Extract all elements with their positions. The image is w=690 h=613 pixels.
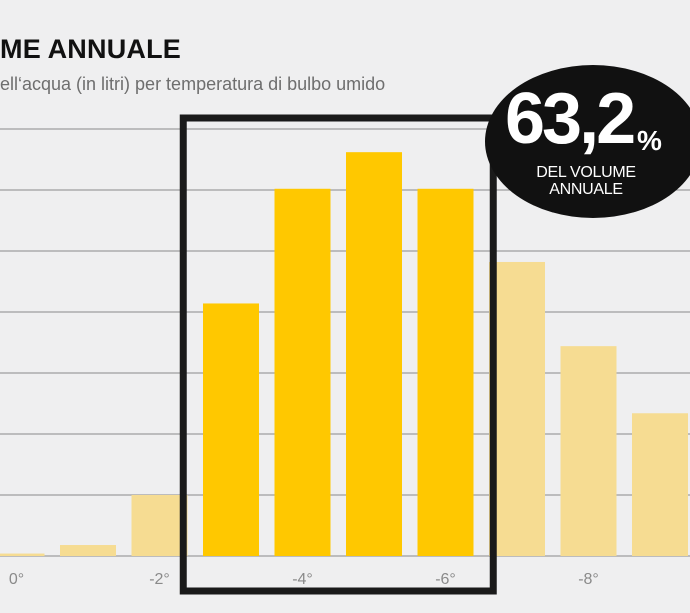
- x-tick-label-1: -2°: [149, 571, 170, 588]
- x-tick-label-3: -6°: [435, 571, 456, 588]
- highlight-frame: [179, 114, 497, 595]
- x-tick-label-0: 0°: [9, 571, 24, 588]
- bar-8: [560, 346, 617, 556]
- x-tick-label-4: -8°: [578, 571, 599, 588]
- bar-4: [274, 188, 331, 556]
- bars: [0, 152, 688, 556]
- percentage-badge: 63,2 % DEL VOLUME ANNUALE: [485, 65, 690, 218]
- badge-caption-line-1: DEL VOLUME: [536, 164, 636, 181]
- bar-0: [0, 553, 45, 556]
- bar-1: [60, 545, 116, 556]
- bar-3: [203, 303, 259, 556]
- bar-5: [346, 152, 402, 556]
- bar-2: [131, 495, 188, 556]
- chart-title: ME ANNUALE: [0, 34, 181, 64]
- x-axis-ticks: 0° -2° -4° -6° -8°: [9, 571, 599, 588]
- bar-9: [632, 413, 688, 556]
- badge-caption-line-2: ANNUALE: [549, 181, 623, 198]
- chart-subtitle: ell‘acqua (in litri) per temperatura di …: [0, 74, 386, 94]
- bar-6: [417, 188, 474, 556]
- badge-value: 63,2: [505, 79, 636, 159]
- badge-unit: %: [637, 125, 662, 156]
- bar-7: [489, 261, 545, 556]
- x-tick-label-2: -4°: [292, 571, 313, 588]
